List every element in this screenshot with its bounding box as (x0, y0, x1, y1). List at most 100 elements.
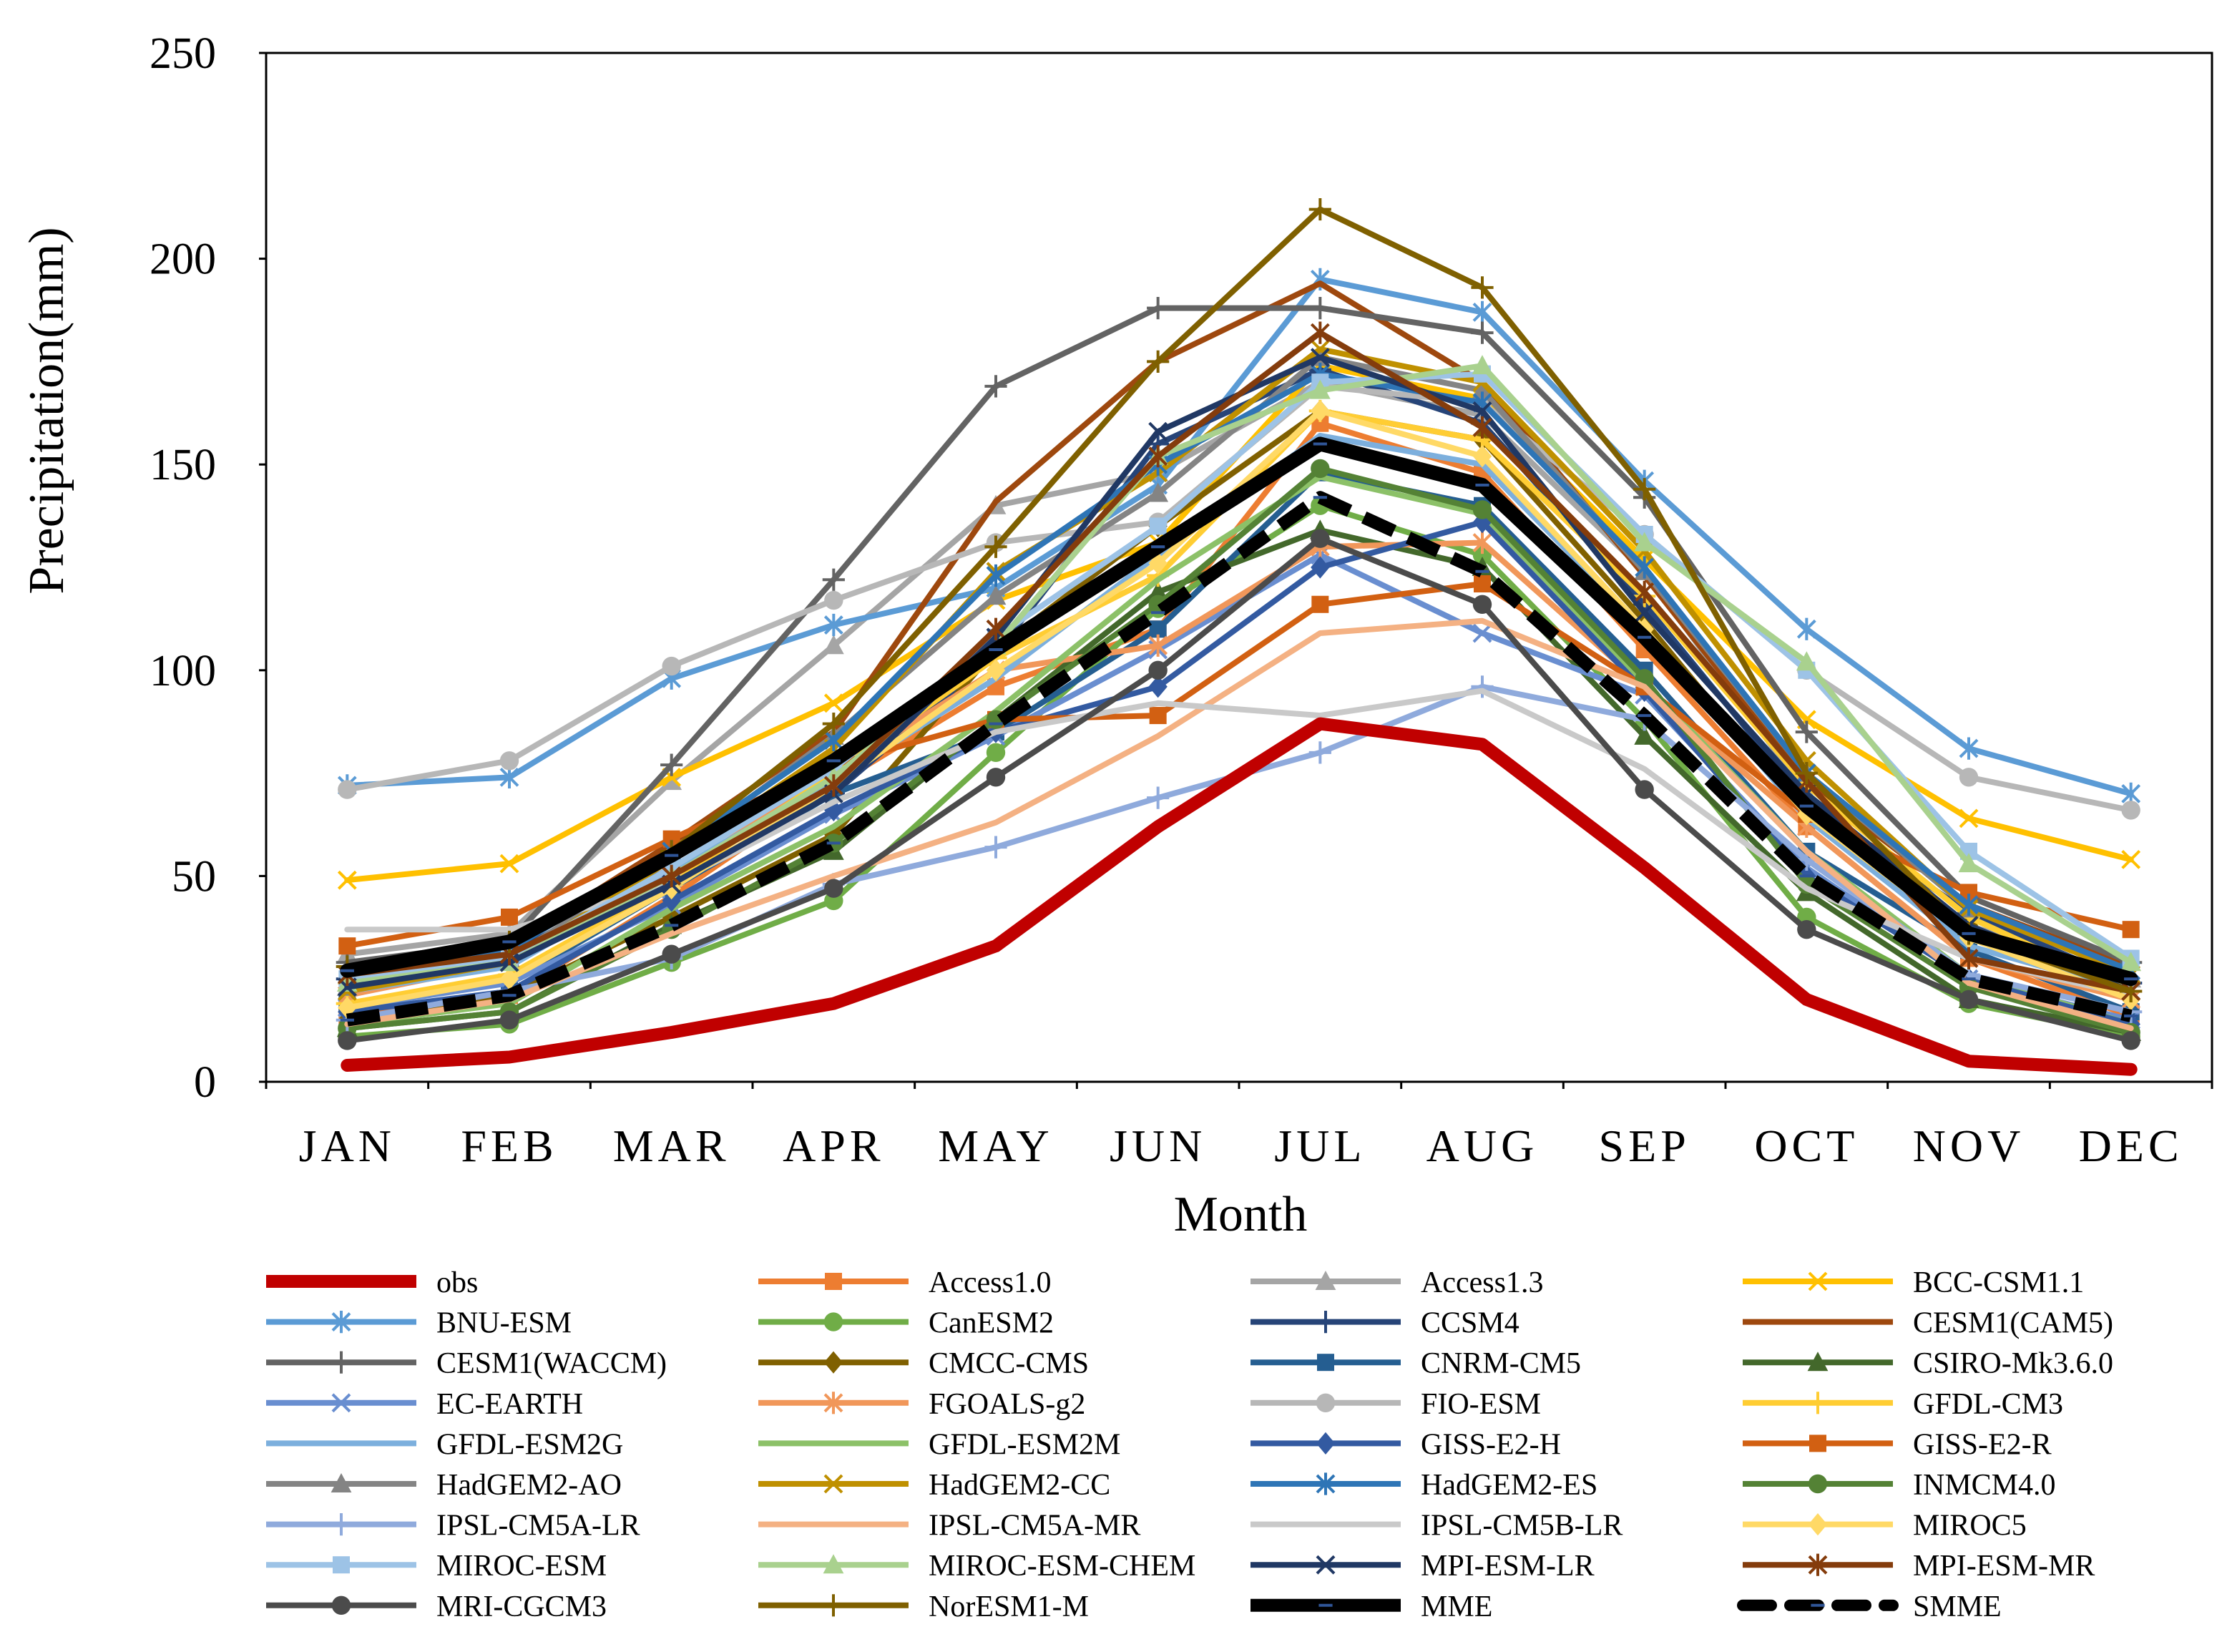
legend: obs Access1.0 Access1.3 BCC-CSM1.1 BNU-ESM Ca… (266, 1266, 2113, 1623)
x-tick-label: JUN (1110, 1120, 1206, 1171)
data-point (499, 854, 519, 874)
legend-label: HadGEM2-CC (929, 1469, 1110, 1502)
legend-label: FIO-ESM (1421, 1388, 1541, 1421)
legend-item: FGOALS-g2 (758, 1388, 1085, 1421)
legend-item: EC-EARTH (266, 1388, 583, 1421)
data-point (1808, 1271, 1828, 1291)
data-point (1471, 321, 1494, 344)
data-point (986, 564, 1006, 587)
data-point (1147, 786, 1170, 809)
data-point (330, 1351, 353, 1374)
legend-item: CCSM4 (1251, 1307, 1519, 1340)
data-point (1308, 197, 1331, 221)
x-tick-label: FEB (461, 1120, 557, 1171)
series-line (340, 436, 2138, 987)
x-tick-label: JUL (1274, 1120, 1366, 1171)
data-point (1635, 602, 1655, 622)
data-point (662, 656, 681, 676)
legend-label: GFDL-CM3 (1913, 1388, 2063, 1421)
data-point (1472, 511, 1492, 534)
data-point (1317, 1354, 1334, 1372)
legend-label: IPSL-CM5A-MR (929, 1510, 1140, 1543)
legend-item: Access1.0 (758, 1266, 1051, 1299)
data-point (824, 879, 843, 898)
legend-item: MPI-ESM-LR (1251, 1550, 1595, 1583)
data-point (822, 712, 845, 735)
data-point (1635, 780, 1654, 799)
data-point (2120, 952, 2142, 972)
legend-label: CCSM4 (1421, 1307, 1519, 1340)
series-line (344, 330, 2134, 994)
legend-item: INMCM4.0 (1743, 1469, 2056, 1502)
data-point (1147, 482, 1169, 502)
data-point (1635, 580, 1655, 604)
data-point (986, 743, 1006, 763)
series-mpi-esm-mr (337, 321, 2141, 1003)
data-point (1472, 531, 1492, 554)
data-point (331, 1311, 351, 1334)
data-point (1472, 401, 1492, 421)
legend-label: CanESM2 (929, 1307, 1054, 1340)
legend-label: Access1.0 (929, 1266, 1051, 1299)
series-smme (340, 491, 2138, 1027)
y-tick-label: 100 (150, 647, 216, 695)
legend-label: MIROC-ESM (436, 1550, 607, 1583)
data-point (662, 944, 681, 964)
legend-label: GISS-E2-H (1421, 1428, 1561, 1461)
data-point (1958, 853, 1979, 873)
legend-item: SMME (1737, 1590, 2002, 1623)
legend-label: GFDL-ESM2G (436, 1428, 623, 1461)
data-point (1959, 947, 1979, 970)
data-point (1634, 532, 1655, 552)
legend-item: obs (266, 1266, 478, 1299)
legend-label: CNRM-CM5 (1421, 1347, 1581, 1380)
series-layer (336, 197, 2143, 1076)
legend-label: GISS-E2-R (1913, 1428, 2052, 1461)
x-tick-label: JAN (299, 1120, 396, 1171)
data-point (825, 1273, 842, 1290)
legend-item: MIROC-ESM (266, 1550, 607, 1583)
series-line (344, 371, 2134, 982)
data-point (338, 780, 357, 799)
x-tick-label: NOV (1913, 1120, 2025, 1171)
legend-item: CESM1(WACCM) (266, 1347, 667, 1380)
data-point (1795, 762, 1818, 785)
data-point (338, 1031, 357, 1050)
y-tick-label: 150 (150, 441, 216, 489)
data-point (2122, 921, 2140, 939)
legend-label: IPSL-CM5B-LR (1421, 1510, 1623, 1543)
legend-label: GFDL-ESM2M (929, 1428, 1120, 1461)
legend-item: IPSL-CM5B-LR (1251, 1510, 1623, 1543)
series-line (344, 502, 2134, 1040)
data-point (1147, 581, 1169, 601)
legend-label: CSIRO-Mk3.6.0 (1913, 1347, 2113, 1380)
data-point (822, 568, 845, 591)
legend-label: EC-EARTH (436, 1388, 583, 1421)
data-point (1472, 379, 1493, 399)
data-point (331, 1473, 352, 1492)
data-point (1315, 1271, 1336, 1290)
data-point (1474, 575, 1491, 593)
data-point (331, 1393, 351, 1413)
legend-item: MIROC-ESM-CHEM (758, 1550, 1195, 1583)
data-point (824, 590, 843, 610)
legend-item: CMCC-CMS (758, 1347, 1089, 1380)
series-cesm1-waccm- (336, 297, 2143, 974)
data-point (662, 864, 682, 887)
series-obs (341, 717, 2138, 1076)
data-point (1959, 737, 1979, 760)
legend-label: MPI-ESM-MR (1913, 1550, 2095, 1583)
data-point (1310, 348, 1330, 368)
x-tick-label: SEP (1599, 1120, 1690, 1171)
data-point (330, 1513, 353, 1536)
legend-item: GFDL-ESM2M (758, 1428, 1120, 1461)
legend-item: MPI-ESM-MR (1743, 1550, 2095, 1583)
data-point (985, 585, 1007, 605)
data-point (823, 1312, 843, 1331)
y-tick-label: 50 (172, 852, 216, 901)
y-axis-title: Precipitation(mm) (19, 227, 74, 594)
legend-label: INMCM4.0 (1913, 1469, 2056, 1502)
legend-label: obs (436, 1266, 478, 1299)
legend-item: GISS-E2-H (1251, 1428, 1561, 1461)
data-point (1633, 478, 1656, 501)
